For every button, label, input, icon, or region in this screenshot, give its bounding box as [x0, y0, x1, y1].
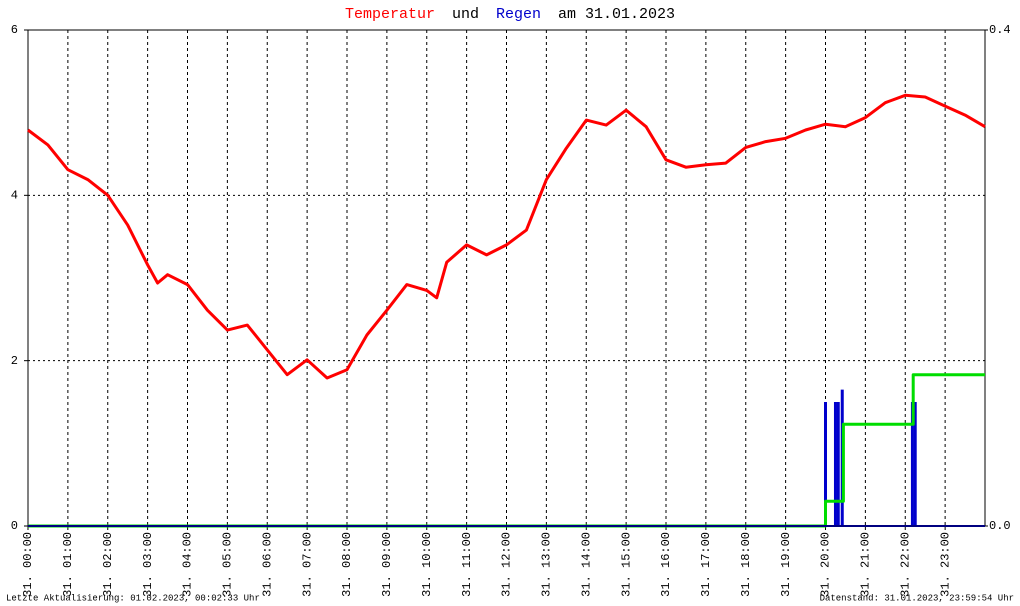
- x-tick-label: 31. 09:00: [380, 532, 394, 597]
- x-tick-label: 31. 10:00: [420, 532, 434, 597]
- x-tick-label: 31. 20:00: [819, 532, 833, 597]
- y2-tick-label: 0.0: [989, 519, 1011, 533]
- x-tick-label: 31. 14:00: [579, 532, 593, 597]
- x-tick-label: 31. 02:00: [101, 532, 115, 597]
- x-tick-label: 31. 17:00: [699, 532, 713, 597]
- x-tick-label: 31. 01:00: [61, 532, 75, 597]
- chart-title: Temperatur und Regen am 31.01.2023: [345, 6, 675, 23]
- y-tick-label: 4: [11, 189, 18, 203]
- title-temperature: Temperatur: [345, 6, 435, 23]
- title-rain: Regen: [496, 6, 541, 23]
- x-tick-label: 31. 08:00: [340, 532, 354, 597]
- x-tick-label: 31. 13:00: [540, 532, 554, 597]
- x-tick-label: 31. 16:00: [659, 532, 673, 597]
- x-tick-label: 31. 00:00: [21, 532, 35, 597]
- y-tick-label: 0: [11, 519, 18, 533]
- x-tick-label: 31. 07:00: [300, 532, 314, 597]
- last-update: Letzte Aktualisierung: 01.02.2023, 00:02…: [6, 593, 260, 603]
- y2-tick-label: 0.4: [989, 23, 1011, 37]
- x-tick-label: 31. 11:00: [460, 532, 474, 597]
- x-tick-label: 31. 15:00: [619, 532, 633, 597]
- x-tick-label: 31. 03:00: [141, 532, 155, 597]
- y-tick-label: 2: [11, 354, 18, 368]
- data-status: Datenstand: 31.01.2023, 23:59:54 Uhr: [820, 593, 1014, 603]
- x-tick-label: 31. 21:00: [859, 532, 873, 597]
- x-tick-label: 31. 22:00: [898, 532, 912, 597]
- x-tick-label: 31. 18:00: [739, 532, 753, 597]
- x-tick-label: 31. 06:00: [260, 532, 274, 597]
- title-and: und: [452, 6, 479, 23]
- rain-sum-line: [28, 373, 985, 528]
- title-date: am 31.01.2023: [558, 6, 675, 23]
- x-tick-label: 31. 12:00: [500, 532, 514, 597]
- temperature-line: [27, 93, 986, 380]
- x-tick-label: 31. 19:00: [779, 532, 793, 597]
- x-tick-label: 31. 05:00: [221, 532, 235, 597]
- x-tick-label: 31. 23:00: [938, 532, 952, 597]
- x-tick-label: 31. 04:00: [181, 532, 195, 597]
- y-tick-label: 6: [11, 23, 18, 37]
